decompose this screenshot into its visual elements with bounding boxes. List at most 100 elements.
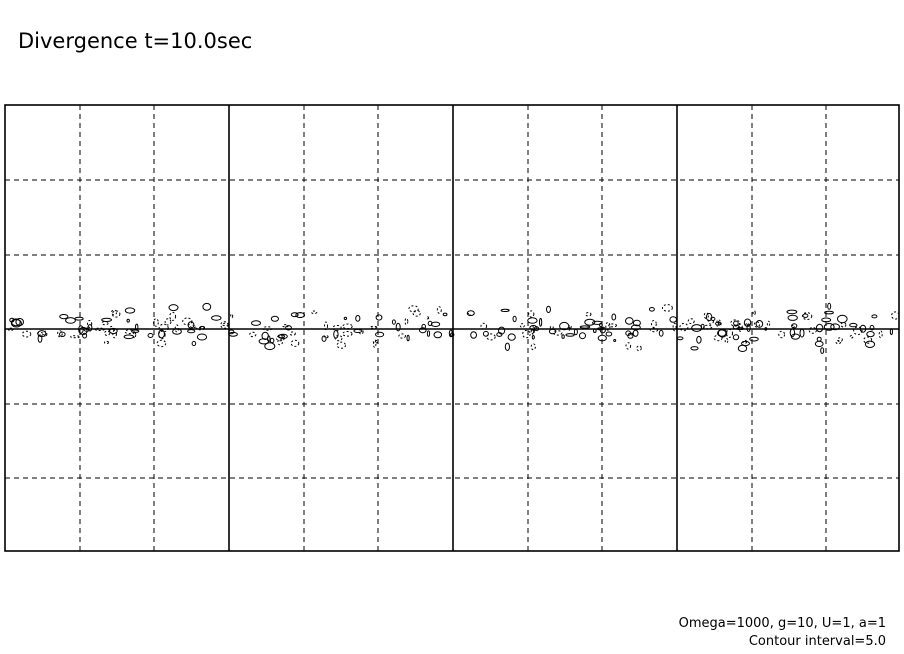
contour [522,329,531,339]
contour [131,329,140,333]
contour [703,312,709,319]
contour [311,310,318,315]
contour [104,330,111,337]
contour [103,340,110,345]
contour [597,334,607,342]
annotation: Contour interval=5.0 [749,634,886,649]
contour [333,330,339,339]
contour [59,314,69,320]
contour [527,317,538,324]
contour [799,328,805,338]
contour [500,308,510,312]
contour [512,315,517,323]
contour [749,336,759,342]
contour [713,334,723,342]
contour [732,334,740,341]
contour [269,337,275,344]
contour [561,334,565,339]
contour [332,324,342,332]
contour [531,326,535,335]
contour [421,323,427,330]
contour [531,335,535,340]
contour [111,310,121,318]
contour [164,318,172,326]
contour [690,346,699,351]
contour [745,323,750,327]
contour [285,325,292,331]
contour [823,323,835,331]
contour [696,335,702,344]
contour [504,342,510,351]
contour [608,323,617,328]
contour [21,330,32,338]
contour [36,332,44,336]
contour [324,321,328,331]
contour [672,322,677,332]
contour [599,322,603,328]
contour [611,313,617,321]
contour [220,321,229,329]
contour [824,310,834,315]
contour [778,330,786,339]
contour [126,318,130,323]
contour [539,317,543,327]
contour [631,324,641,331]
contour [430,321,441,327]
contour [579,332,586,340]
contour [211,315,222,321]
contour [529,325,538,331]
contour [133,331,137,339]
contour [187,329,196,334]
contour [592,320,603,325]
contour [830,323,840,331]
contour [568,324,572,329]
contour [869,324,875,331]
contour [687,318,695,325]
contour [821,317,832,323]
contour [676,336,684,341]
contour [585,312,592,317]
contour [889,328,894,336]
contour [426,316,430,320]
contour [277,334,285,339]
contour [584,318,596,326]
contour [9,317,15,323]
contour [827,302,832,310]
contour [815,323,824,333]
contour [470,331,478,339]
contour [724,338,729,344]
contour [726,328,733,338]
contour [546,305,551,314]
contour [840,322,847,328]
contour [625,342,632,350]
contour [530,343,536,351]
contour [766,320,771,327]
contour [717,328,728,338]
contour [579,325,591,329]
contour [323,335,329,339]
contour [290,339,300,347]
contour [355,315,361,322]
contour [733,320,739,326]
plot-frame [4,104,900,552]
contour [707,317,714,325]
contour [863,336,873,344]
contour [466,312,471,316]
contour [59,331,66,337]
contour [878,330,883,339]
contour [613,339,617,342]
contour [786,309,798,315]
contour [436,306,442,314]
contour [342,323,353,330]
contour [251,320,261,326]
contour [202,302,212,311]
contour [158,323,169,333]
contour [147,333,154,338]
contour [716,319,720,328]
contour [398,333,407,339]
contour [169,311,177,321]
contour [790,333,801,340]
contour [124,307,136,314]
contour [507,333,516,341]
